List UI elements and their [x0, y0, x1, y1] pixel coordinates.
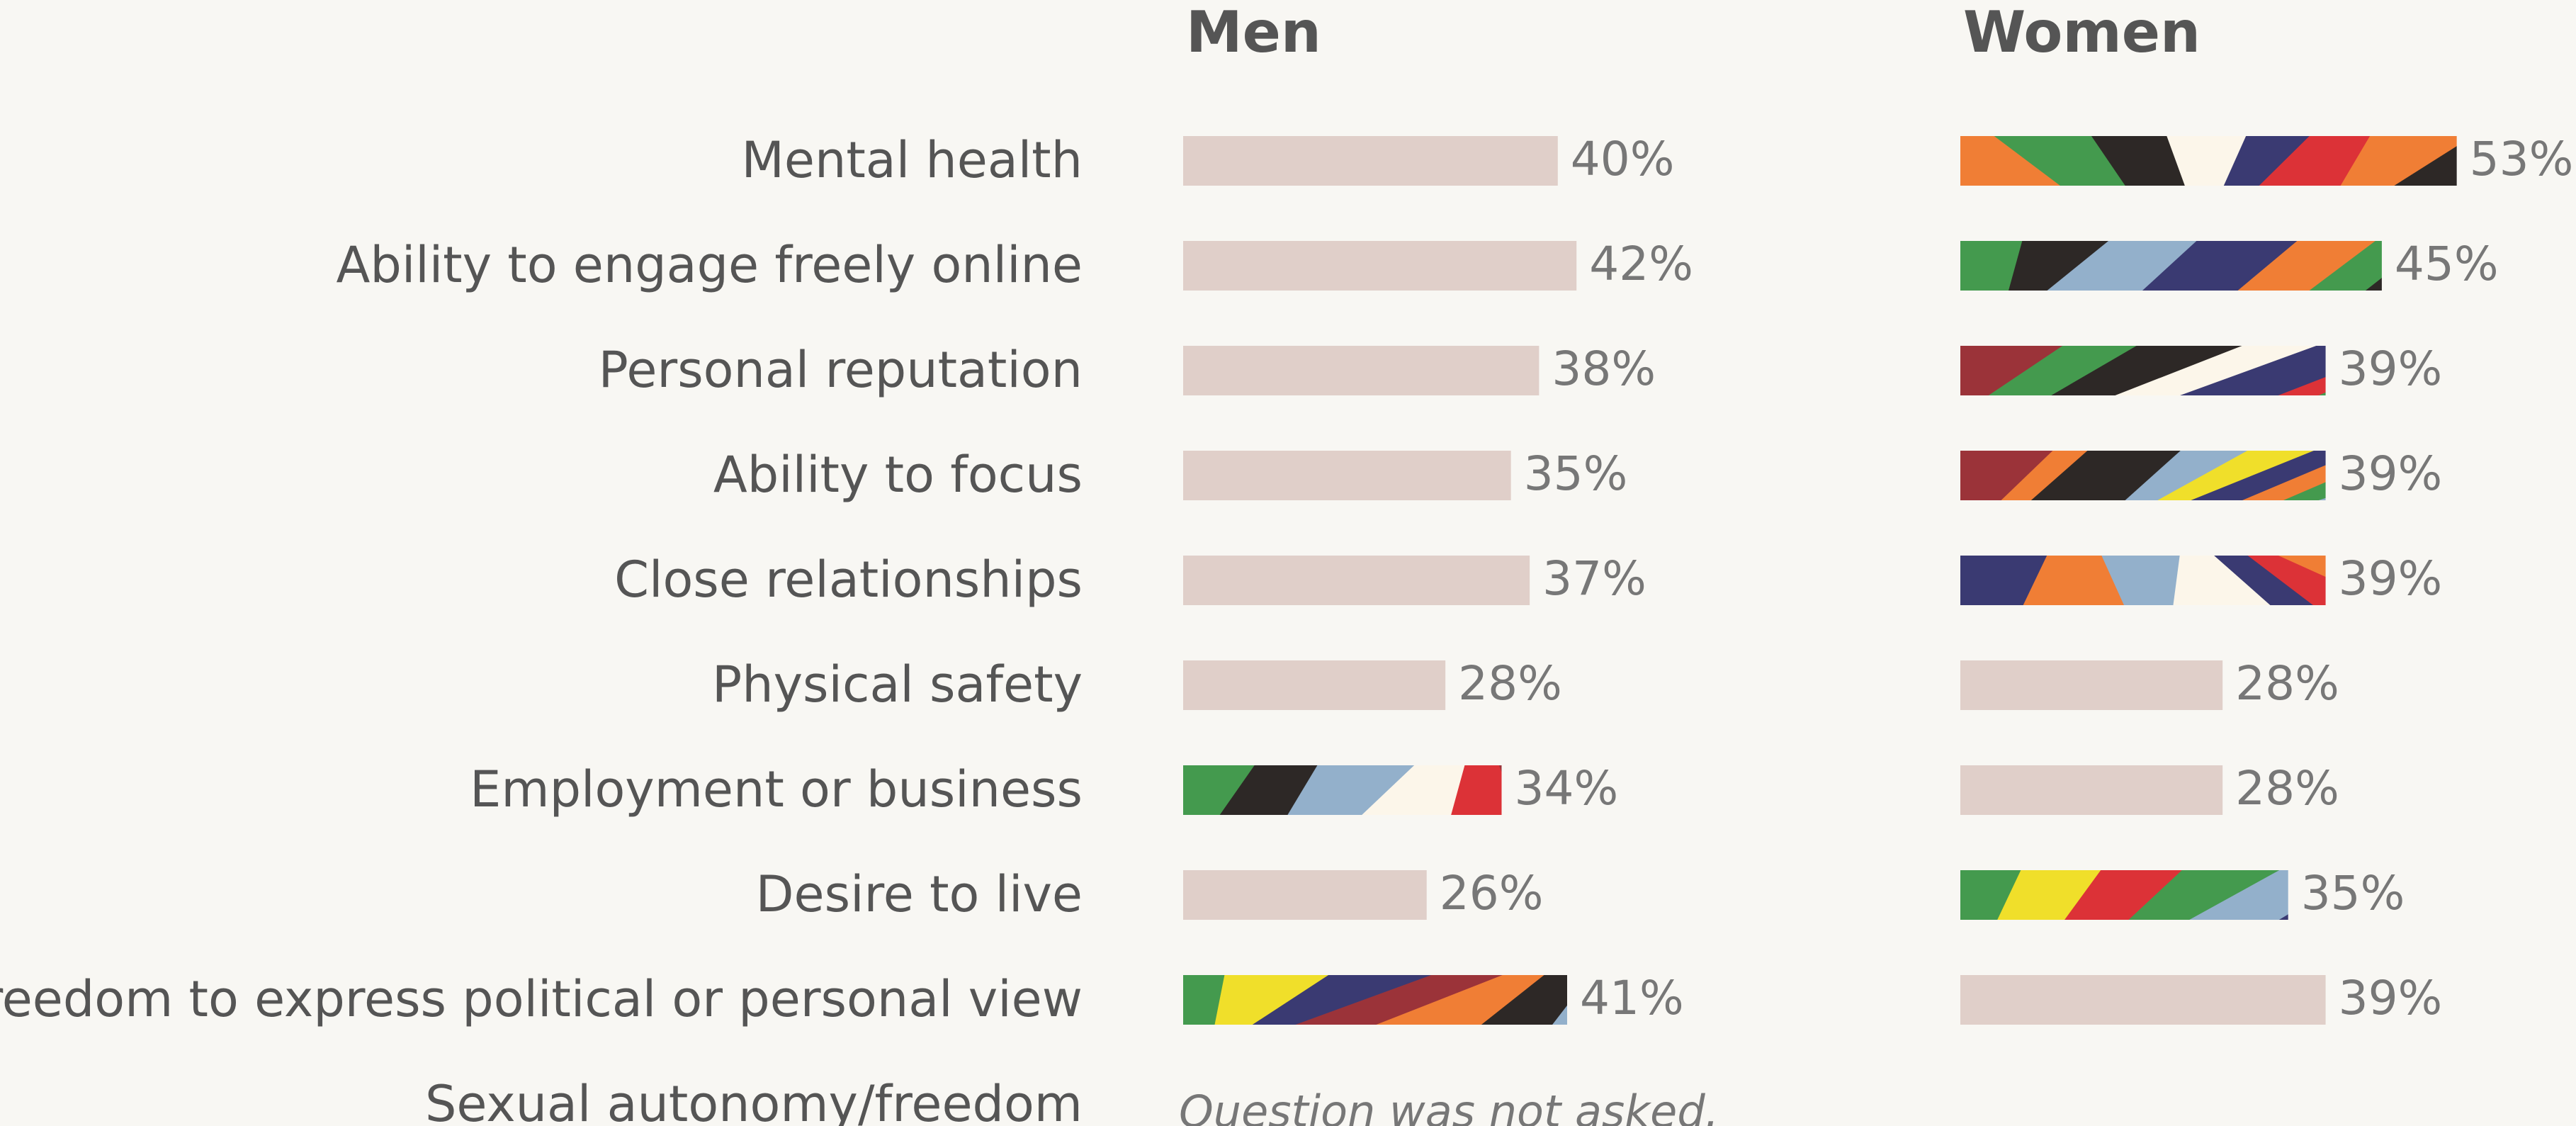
category-label: Sexual autonomy/freedom [425, 1075, 1083, 1126]
value-label: 28% [2235, 656, 2339, 711]
chart: Mental health Ability to engage freely on… [0, 0, 2576, 1126]
value-label: 39% [2339, 551, 2443, 606]
panel-title: Men [1186, 0, 1321, 65]
category-label: Freedom to express political or personal… [0, 970, 1083, 1028]
category-label: Employment or business [470, 760, 1083, 818]
value-label: 35% [2301, 866, 2405, 920]
value-label: 41% [1580, 971, 1684, 1025]
value-label: 40% [1571, 132, 1675, 186]
value-label: 26% [1440, 866, 1544, 920]
bar [1183, 870, 1427, 920]
value-label: 39% [2339, 446, 2443, 501]
bar-pattern [1960, 136, 2541, 186]
value-label: 34% [1514, 761, 1618, 816]
category-label: Mental health [742, 131, 1083, 189]
bar [1960, 660, 2222, 710]
bar [1960, 975, 2326, 1025]
category-label: Desire to live [756, 865, 1083, 923]
bar [1183, 136, 1558, 186]
bar [1183, 660, 1445, 710]
value-label: 42% [1589, 237, 1693, 291]
category-label: Physical safety [712, 655, 1083, 714]
category-label: Personal reputation [599, 341, 1083, 399]
bar [1183, 451, 1511, 500]
value-label: 53% [2470, 132, 2574, 186]
value-label: 39% [2339, 342, 2443, 396]
bar [1183, 241, 1576, 291]
bar [1183, 556, 1530, 605]
value-label: 38% [1552, 342, 1656, 396]
panel-title: Women [1963, 0, 2201, 65]
value-label: 37% [1542, 551, 1646, 606]
annotation: Question was not asked. [1179, 1086, 1719, 1126]
bar [1183, 346, 1539, 395]
value-label: 28% [2235, 761, 2339, 816]
bar-pattern [1182, 975, 1642, 1025]
value-label: 39% [2339, 971, 2443, 1025]
category-label: Ability to engage freely online [337, 236, 1083, 294]
value-label: 28% [1458, 656, 1562, 711]
category-label: Close relationships [614, 551, 1083, 609]
value-label: 45% [2395, 237, 2499, 291]
value-label: 35% [1524, 446, 1628, 501]
bar [1960, 765, 2222, 815]
category-label: Ability to focus [713, 446, 1083, 504]
